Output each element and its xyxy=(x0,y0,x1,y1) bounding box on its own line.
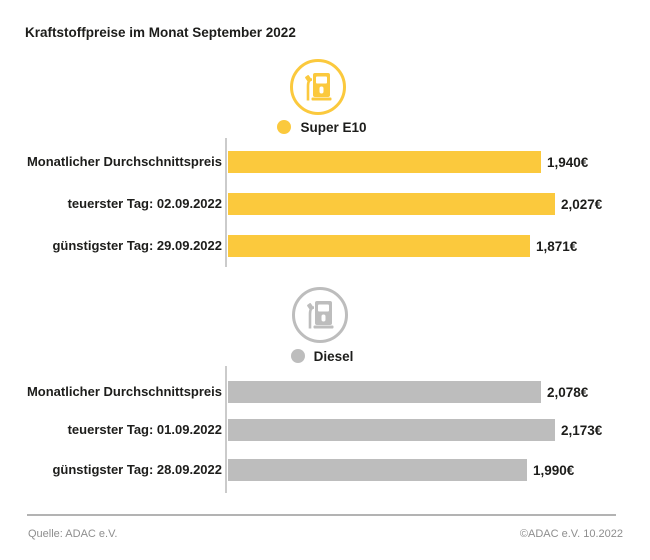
bar-value-label: 1,990€ xyxy=(533,462,575,478)
legend-super-e10: Super E10 xyxy=(0,119,647,135)
bar-row-diesel-max: teuerster Tag: 01.09.2022 2,173€ xyxy=(0,419,650,441)
bar-row-diesel-min: günstigster Tag: 28.09.2022 1,990€ xyxy=(0,459,650,481)
bar-category-label: günstigster Tag: 29.09.2022 xyxy=(52,238,222,253)
diesel-icon-circle xyxy=(292,287,348,343)
legend-label-super-e10: Super E10 xyxy=(300,119,367,135)
bar-category-label: Monatlicher Durchschnittspreis xyxy=(26,154,222,169)
bar-category-label: teuerster Tag: 01.09.2022 xyxy=(67,422,222,437)
bar-value-label: 2,078€ xyxy=(547,384,589,400)
legend-label-diesel: Diesel xyxy=(313,348,354,364)
footer-copyright: ©ADAC e.V. 10.2022 xyxy=(519,528,623,540)
axis-line-super-e10 xyxy=(225,138,227,267)
bar-value-label: 2,173€ xyxy=(561,422,603,438)
page-title: Kraftstoffpreise im Monat September 2022 xyxy=(25,25,296,40)
bar-row-super-e10-max: teuerster Tag: 02.09.2022 2,027€ xyxy=(0,193,650,215)
bar-category-label: Monatlicher Durchschnittspreis xyxy=(26,384,222,399)
bar-value-label: 1,871€ xyxy=(536,238,578,254)
super-e10-icon-circle xyxy=(290,59,346,115)
bar-value-label: 2,027€ xyxy=(561,196,603,212)
bar-super-e10-min xyxy=(228,235,530,257)
legend-dot-diesel xyxy=(290,349,305,363)
legend-dot-super-e10 xyxy=(277,120,292,134)
bar-diesel-max xyxy=(228,419,555,441)
axis-line-diesel xyxy=(225,366,227,493)
bar-row-super-e10-min: günstigster Tag: 29.09.2022 1,871€ xyxy=(0,235,650,257)
footer-divider xyxy=(27,514,616,516)
bar-row-diesel-average: Monatlicher Durchschnittspreis 2,078€ xyxy=(0,381,650,403)
bar-super-e10-average xyxy=(228,151,541,173)
bar-row-super-e10-average: Monatlicher Durchschnittspreis 1,940€ xyxy=(0,151,650,173)
bar-super-e10-max xyxy=(228,193,555,215)
bar-diesel-min xyxy=(228,459,527,481)
fuel-pump-icon xyxy=(305,73,332,101)
legend-diesel: Diesel xyxy=(0,348,647,364)
bar-diesel-average xyxy=(228,381,541,403)
bar-category-label: teuerster Tag: 02.09.2022 xyxy=(67,196,222,211)
footer-source: Quelle: ADAC e.V. xyxy=(28,528,118,540)
bar-value-label: 1,940€ xyxy=(547,154,589,170)
bar-category-label: günstigster Tag: 28.09.2022 xyxy=(52,462,222,477)
fuel-pump-icon xyxy=(307,301,334,329)
